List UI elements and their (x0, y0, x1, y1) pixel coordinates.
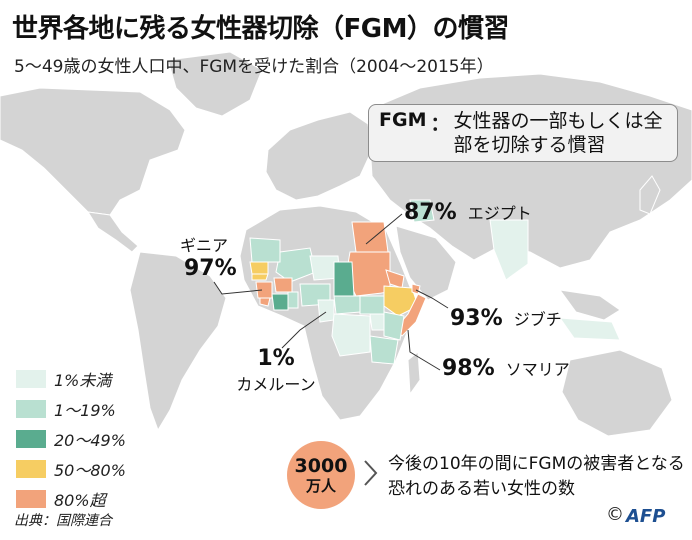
legend-label: 50〜80% (54, 461, 126, 480)
japan (639, 175, 661, 215)
country-percent-egypt: 87% (404, 200, 457, 225)
country-name-djibouti: ジブチ (513, 310, 562, 329)
legend-label: 80%超 (54, 491, 106, 510)
callout-text: 今後の10年の間にFGMの被害者となる恐れのある若い女性の数 (388, 454, 685, 499)
source-credit: 出典：国際連合 (14, 513, 112, 529)
callout-circle: 3000 万人 (287, 441, 355, 509)
legend-item: 50〜80% (16, 454, 126, 484)
north-america (0, 87, 186, 216)
region-indonesia (558, 317, 621, 341)
legend: 1%未満 1〜19% 20〜49% 50〜80% 80%超 (16, 364, 126, 514)
definition-text: 女性器の一部もしくは全部を切除する慣習 (453, 110, 663, 156)
region-mauritania (249, 237, 281, 263)
country-percent-guinea: 97% (184, 256, 237, 281)
legend-swatch (16, 430, 46, 448)
madagascar (407, 351, 421, 396)
central-america (87, 211, 139, 253)
leader-somalia (407, 329, 441, 371)
country-percent-djibouti: 93% (450, 306, 503, 331)
country-name-guinea: ギニア (180, 236, 229, 255)
fgm-prevalence (249, 199, 621, 365)
leader-lines (213, 213, 449, 371)
legend-item: 80%超 (16, 484, 126, 514)
legend-swatch (16, 370, 46, 388)
legend-label: 20〜49% (54, 431, 126, 450)
country-name-somalia: ソマリア (505, 360, 570, 379)
australia (561, 349, 673, 437)
region-uganda (369, 313, 385, 331)
region-burkina (273, 277, 293, 293)
legend-item: 1〜19% (16, 394, 126, 424)
region-mali (275, 247, 317, 283)
leader-cameroon (281, 311, 327, 349)
callout-unit: 万人 (305, 477, 336, 495)
label-somalia: 98% ソマリア (442, 356, 570, 381)
country-percent-somalia: 98% (442, 356, 495, 381)
legend-item: 1%未満 (16, 364, 126, 394)
leader-djibouti (415, 289, 449, 309)
copyright-symbol: © (606, 504, 624, 525)
region-south-sudan (359, 295, 385, 315)
region-ivory (271, 293, 289, 311)
legend-label: 1〜19% (54, 401, 116, 420)
label-egypt: 87% エジプト (404, 200, 532, 225)
region-somalia (395, 293, 427, 337)
label-djibouti: 93% ジブチ (450, 306, 562, 331)
page-subtitle: 5〜49歳の女性人口中、FGMを受けた割合（2004〜2015年） (14, 57, 494, 77)
leader-guinea (213, 281, 263, 295)
region-kenya (383, 311, 405, 341)
leader-egypt (365, 213, 403, 245)
chevron-right-icon (364, 460, 378, 486)
greenland (167, 51, 263, 117)
label-cameroon: 1% カメルーン (226, 346, 326, 395)
label-guinea: ギニア 97% (180, 232, 237, 281)
region-chad (333, 261, 355, 297)
callout-number: 3000 (294, 455, 348, 477)
definition-box: FGM ： 女性器の一部もしくは全部を切除する慣習 (368, 104, 678, 162)
afp-logo: AFP (626, 506, 666, 527)
region-india (489, 219, 529, 281)
legend-label: 1%未満 (54, 371, 112, 390)
arabia (395, 225, 457, 301)
legend-swatch (16, 490, 46, 508)
legend-swatch (16, 400, 46, 418)
europe (265, 111, 373, 201)
region-cameroon (317, 299, 335, 323)
region-djibouti (411, 283, 421, 295)
definition-term: FGM (379, 109, 427, 131)
region-sierra-leone (259, 297, 271, 307)
legend-item: 20〜49% (16, 424, 126, 454)
region-car (333, 295, 361, 315)
country-percent-cameroon: 1% (257, 346, 295, 371)
southeast-asia (558, 289, 621, 321)
page-title: 世界各地に残る女性器切除（FGM）の慣習 (12, 14, 509, 44)
definition-colon: ： (430, 113, 450, 135)
region-tanzania (369, 335, 399, 365)
legend-swatch (16, 460, 46, 478)
region-dr-congo (331, 313, 371, 357)
region-gambia (251, 273, 269, 281)
region-senegal (249, 261, 269, 275)
region-egypt (351, 221, 389, 253)
south-america (129, 251, 227, 432)
region-iraq (409, 199, 435, 223)
country-name-cameroon: カメルーン (236, 375, 316, 394)
country-name-egypt: エジプト (467, 204, 532, 223)
region-ghana (287, 291, 299, 309)
